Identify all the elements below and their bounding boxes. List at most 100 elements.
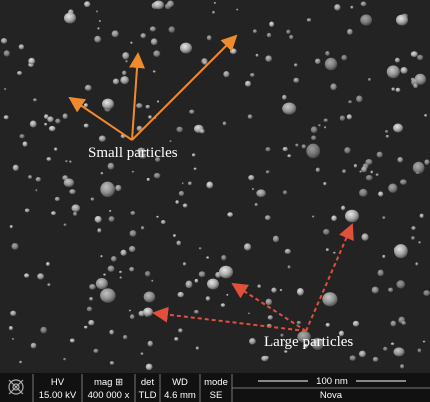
- particle: [411, 226, 415, 230]
- particle: [223, 71, 229, 77]
- particle: [4, 88, 6, 90]
- particle: [64, 178, 74, 187]
- particle: [266, 170, 270, 173]
- particle: [194, 310, 199, 314]
- particle: [178, 292, 184, 298]
- particle: [400, 364, 404, 368]
- particle: [360, 15, 372, 26]
- particle: [95, 216, 102, 223]
- particle: [153, 50, 160, 57]
- particle: [413, 162, 425, 174]
- particle: [315, 58, 321, 64]
- particle: [312, 216, 314, 218]
- particle: [397, 157, 403, 163]
- particle: [51, 211, 56, 215]
- particle: [341, 206, 345, 211]
- particle: [112, 30, 119, 37]
- particle: [169, 140, 171, 142]
- particle: [157, 100, 159, 102]
- particle: [109, 210, 111, 212]
- particle: [348, 100, 352, 103]
- particle: [100, 182, 115, 197]
- particle: [288, 265, 291, 268]
- particle: [340, 115, 345, 120]
- particle: [89, 284, 96, 290]
- particle: [199, 271, 206, 277]
- particle: [176, 241, 181, 246]
- particle: [325, 58, 337, 70]
- particle: [130, 42, 132, 44]
- particle: [91, 198, 94, 201]
- particle: [244, 243, 251, 250]
- particle: [195, 279, 199, 283]
- particle: [307, 18, 311, 21]
- particle: [293, 78, 299, 83]
- particle: [265, 215, 271, 220]
- particle: [4, 115, 9, 119]
- particle: [111, 256, 117, 262]
- particle: [129, 267, 134, 272]
- particle: [189, 110, 194, 114]
- particle: [255, 203, 258, 206]
- particle: [206, 256, 209, 258]
- particle: [382, 216, 385, 219]
- particle: [388, 288, 393, 293]
- particle: [236, 9, 238, 11]
- particle: [174, 337, 178, 341]
- particle: [28, 58, 35, 65]
- particle: [359, 351, 366, 358]
- particle: [386, 135, 389, 138]
- particle: [103, 274, 106, 276]
- particle: [136, 103, 142, 108]
- particle: [151, 38, 158, 45]
- particle: [361, 2, 367, 7]
- info-value: 400 000 x: [88, 390, 130, 401]
- particle: [13, 165, 19, 171]
- particle: [257, 285, 261, 288]
- particle: [311, 126, 318, 133]
- particle: [323, 182, 326, 185]
- particle: [156, 216, 159, 218]
- info-bar: HV15.00 kVmag ⊞400 000 xdetTLDWD4.6 mmmo…: [0, 373, 430, 402]
- particle: [1, 38, 7, 44]
- particle: [141, 226, 144, 229]
- particle: [330, 83, 336, 90]
- particle: [46, 262, 50, 266]
- particle: [94, 36, 101, 43]
- particle: [344, 147, 350, 153]
- particle: [323, 229, 330, 235]
- scale-label: 100 nm: [316, 376, 348, 387]
- particle: [361, 233, 368, 240]
- particle: [372, 287, 379, 294]
- particle: [132, 171, 134, 173]
- particle: [110, 361, 114, 365]
- particle: [167, 1, 174, 8]
- particle: [283, 147, 288, 151]
- particle: [269, 22, 274, 27]
- info-label: HV: [51, 377, 65, 388]
- info-value: TLD: [139, 390, 157, 401]
- particle: [143, 308, 153, 317]
- particle: [113, 78, 119, 84]
- particle: [253, 29, 257, 33]
- particle: [387, 65, 400, 78]
- particle: [294, 63, 298, 66]
- particle: [214, 2, 216, 4]
- particle: [44, 123, 47, 126]
- particle: [129, 310, 131, 312]
- particle: [11, 243, 18, 250]
- particle: [378, 270, 384, 277]
- particle: [268, 315, 273, 320]
- particle: [283, 190, 287, 194]
- particle: [23, 141, 28, 146]
- particle: [423, 341, 426, 343]
- particle: [287, 154, 291, 157]
- particle: [285, 249, 291, 254]
- particle: [182, 182, 184, 184]
- particle: [183, 204, 188, 208]
- particle: [331, 215, 337, 221]
- particle: [120, 277, 122, 279]
- particle: [102, 99, 114, 110]
- particle: [89, 297, 93, 301]
- particle: [221, 255, 226, 261]
